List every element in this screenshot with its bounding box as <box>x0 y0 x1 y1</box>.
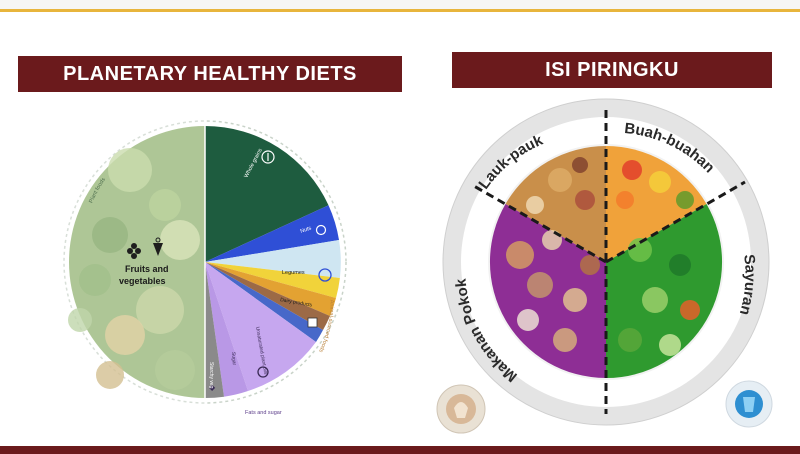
fruits-vegetables-label-line1: Fruits and <box>125 264 169 274</box>
legumes-label: Legumes <box>282 270 305 276</box>
bottom-brand-bar <box>0 446 800 454</box>
buah-divider <box>605 180 746 264</box>
isi-piringku-plate: Lauk-pauk Buah-buahan Makanan Pokok Sayu… <box>442 98 770 426</box>
poultry-wedge <box>205 262 323 342</box>
buah-buahan-food <box>616 160 694 209</box>
top-accent-rule <box>0 0 800 12</box>
red-meat-wedge <box>205 262 336 316</box>
fruits-vegetables-photo <box>60 100 205 420</box>
planetary-plate: ◆ Fruits and vegetables Whole grains Nut… <box>60 100 347 420</box>
legume-icon <box>318 268 332 282</box>
sugar-cube-icon: ◆ <box>209 383 216 392</box>
dairy-label: Dairy products <box>280 297 313 309</box>
sugar-label: Sugar <box>230 352 237 366</box>
water-glass-icon <box>725 380 773 428</box>
whole-grains-wedge <box>205 126 329 262</box>
hand-washing-icon <box>436 384 486 434</box>
fish-wedge <box>205 262 330 330</box>
grain-icon <box>261 150 275 164</box>
dairy-wedge <box>205 262 340 298</box>
starchy-veg-wedge <box>205 262 224 399</box>
isi-piringku-title: ISI PIRINGKU <box>452 52 772 88</box>
nuts-wedge <box>205 205 339 262</box>
oil-drop-icon <box>257 366 269 378</box>
sugar-wedge <box>205 262 248 397</box>
lauk-pauk-section <box>505 146 606 262</box>
nut-icon <box>315 224 327 236</box>
makanan-pokok-food <box>506 230 600 352</box>
legumes-wedge <box>205 240 341 278</box>
lauk-pauk-food <box>526 157 595 214</box>
unsaturated-oils-wedge <box>205 262 316 391</box>
fruits-vegetables-icon <box>127 237 163 259</box>
dairy-icon <box>307 317 318 328</box>
fats-sugar-label: Fats and sugar <box>245 410 282 416</box>
sayuran-food <box>618 238 700 356</box>
nuts-label: Nuts <box>300 225 313 235</box>
starchy-veg-label: Starchy veg <box>208 362 214 389</box>
planetary-diet-title: PLANETARY HEALTHY DIETS <box>18 56 402 92</box>
sayuran-label: Sayuran <box>736 253 759 317</box>
fruits-vegetables-label-line2: vegetables <box>119 276 166 286</box>
